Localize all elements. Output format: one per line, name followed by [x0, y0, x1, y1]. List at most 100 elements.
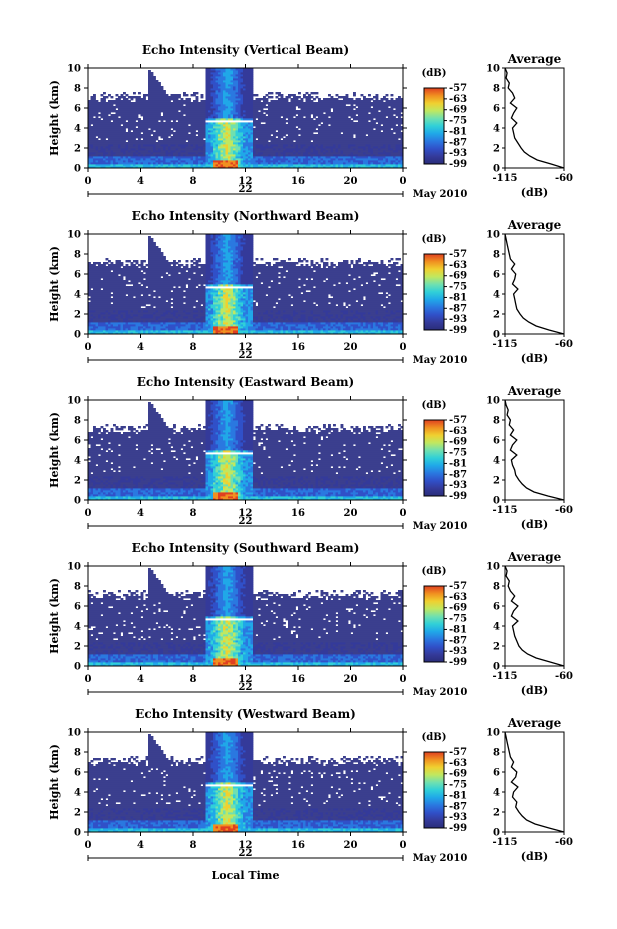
- heatmap-cell: [343, 96, 346, 98]
- colorbar-tick-label: -69: [449, 105, 467, 116]
- heatmap-cell: [298, 100, 301, 102]
- heatmap-cell: [201, 100, 204, 102]
- heatmap-cell: [108, 100, 111, 102]
- heatmap-cell: [258, 98, 261, 100]
- colorbar-tick-label: -93: [449, 148, 467, 159]
- heatmap-cell: [253, 94, 256, 96]
- heatmap-cell: [146, 94, 149, 96]
- heatmap-cell: [271, 96, 274, 98]
- heatmap-cell: [183, 106, 186, 108]
- heatmap-cell: [113, 100, 116, 102]
- heatmap-cell: [93, 94, 96, 96]
- heatmap-cell: [96, 138, 99, 140]
- heatmap-cell: [103, 92, 106, 94]
- heatmap-cell: [396, 126, 399, 128]
- heatmap-cell: [393, 116, 396, 118]
- heatmap-cell: [128, 96, 131, 98]
- heatmap-cell: [106, 102, 109, 104]
- heatmap-cell: [368, 122, 371, 124]
- heatmap-cell: [126, 122, 129, 124]
- heatmap-cell: [296, 116, 299, 118]
- heatmap-cell: [288, 102, 291, 104]
- heatmap-cell: [116, 94, 119, 96]
- heatmap-cell: [196, 132, 199, 134]
- heatmap-cell: [331, 112, 334, 114]
- heatmap-cell: [256, 120, 259, 122]
- heatmap-cell: [126, 142, 129, 144]
- heatmap-cell: [133, 102, 136, 104]
- heatmap-cell: [191, 102, 194, 104]
- heatmap-cell: [391, 98, 394, 100]
- heatmap-cell: [193, 92, 196, 94]
- heatmap-cell: [126, 94, 129, 96]
- heatmap-cell: [173, 94, 176, 96]
- heatmap-cell: [341, 96, 344, 98]
- heatmap-cell: [398, 96, 401, 98]
- heatmap-cell: [171, 102, 174, 104]
- heatmap-cell: [271, 92, 274, 94]
- y-tick-label: 0: [74, 164, 81, 175]
- heatmap-cell: [126, 98, 129, 100]
- heatmap-cell: [316, 130, 319, 132]
- heatmap-cell: [313, 92, 316, 94]
- heatmap-cell: [101, 98, 104, 100]
- heatmap-cell: [98, 118, 101, 120]
- heatmap-cell: [138, 96, 141, 98]
- panel-1: Echo Intensity (Vertical Beam)0246810Hei…: [48, 43, 573, 200]
- heatmap-cell: [133, 96, 136, 98]
- heatmap-cell: [396, 118, 399, 120]
- heatmap-cell: [276, 100, 279, 102]
- heatmap-cell: [311, 100, 314, 102]
- heatmap-cell: [311, 96, 314, 98]
- heatmap-cell: [273, 100, 276, 102]
- colorbar-tick-label: -87: [449, 137, 467, 148]
- y-tick-label: 6: [74, 104, 81, 115]
- heatmap-cell: [106, 140, 109, 142]
- heatmap-cell: [288, 94, 291, 96]
- heatmap-cell: [266, 106, 269, 108]
- heatmap-cell: [393, 100, 396, 102]
- colorbar: [424, 88, 444, 164]
- heatmap-cell: [338, 100, 341, 102]
- heatmap-cell: [146, 100, 149, 102]
- heatmap-cell: [256, 98, 259, 100]
- heatmap-cell: [136, 128, 139, 130]
- heatmap-cell: [141, 98, 144, 100]
- heatmap-cell: [261, 124, 264, 126]
- heatmap-cell: [201, 94, 204, 96]
- heatmap-cell: [268, 92, 271, 94]
- heatmap-cell: [98, 140, 101, 142]
- heatmap-cell: [101, 94, 104, 96]
- heatmap-cell: [266, 94, 269, 96]
- heatmap-cell: [111, 122, 114, 124]
- heatmap-cell: [298, 96, 301, 98]
- heatmap-cell: [121, 94, 124, 96]
- heatmap-cell: [391, 94, 394, 96]
- heatmap-cell: [358, 98, 361, 100]
- heatmap-cell: [286, 136, 289, 138]
- heatmap-cell: [163, 90, 166, 92]
- heatmap-cell: [101, 264, 104, 266]
- heatmap-cell: [176, 94, 179, 96]
- average-frame: [505, 68, 564, 168]
- heatmap-cell: [186, 142, 189, 144]
- heatmap-cell: [316, 118, 319, 120]
- heatmap-cell: [143, 94, 146, 96]
- heatmap-cell: [336, 98, 339, 100]
- heatmap-cell: [356, 116, 359, 118]
- average-y-tick-label: 10: [486, 64, 500, 75]
- heatmap-cell: [103, 96, 106, 98]
- heatmap-cell: [388, 100, 391, 102]
- heatmap-cell: [328, 118, 331, 120]
- heatmap-cell: [353, 122, 356, 124]
- date-suffix: May 2010: [413, 189, 468, 200]
- heatmap-cell: [153, 132, 156, 134]
- heatmap-cell: [171, 130, 174, 132]
- heatmap-cell: [376, 124, 379, 126]
- x-tick-label: 16: [291, 176, 305, 187]
- heatmap-cell: [268, 102, 271, 104]
- heatmap-cell: [161, 86, 164, 88]
- heatmap-cell: [361, 100, 364, 102]
- heatmap-cell: [256, 94, 259, 96]
- heatmap-cell: [363, 96, 366, 98]
